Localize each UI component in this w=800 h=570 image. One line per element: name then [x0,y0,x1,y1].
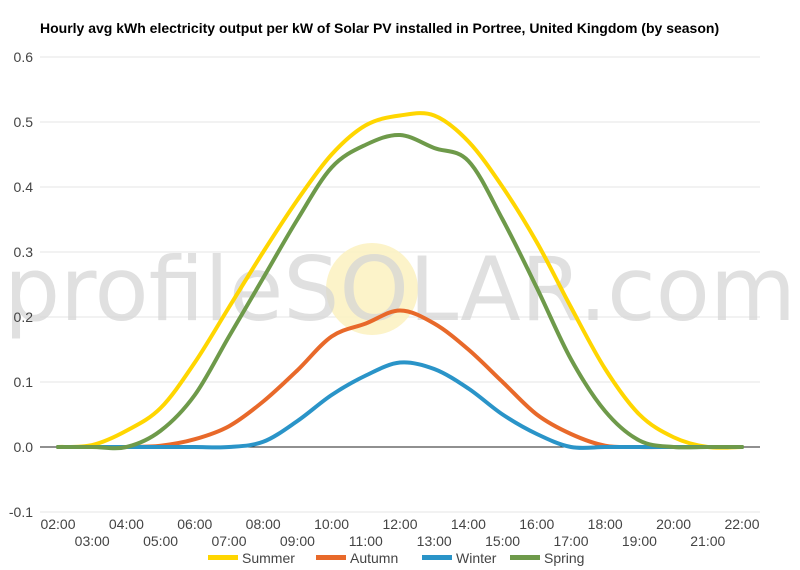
x-tick-label: 02:00 [40,516,75,532]
x-tick-label: 17:00 [553,533,588,549]
y-tick-label: 0.2 [14,309,34,325]
x-tick-label: 04:00 [109,516,144,532]
series-line-spring [56,132,744,451]
legend-label: Spring [544,550,584,566]
y-tick-label: 0.1 [14,374,34,390]
x-tick-label: 09:00 [280,533,315,549]
legend-item-autumn: Autumn [316,550,398,566]
y-tick-label: 0.4 [14,179,34,195]
x-tick-label: 20:00 [656,516,691,532]
y-tick-label: 0.5 [14,114,34,130]
y-tick-label: -0.1 [9,504,33,520]
x-tick-label: 22:00 [724,516,759,532]
x-axis-ticks: 02:0003:0004:0005:0006:0007:0008:0009:00… [40,516,759,549]
x-tick-label: 10:00 [314,516,349,532]
x-tick-label: 13:00 [417,533,452,549]
legend-item-summer: Summer [208,550,295,566]
x-tick-label: 03:00 [75,533,110,549]
series-line-winter [56,360,744,450]
legend-swatch [208,555,238,560]
legend-swatch [422,555,452,560]
y-tick-label: 0.6 [14,49,34,65]
x-tick-label: 16:00 [519,516,554,532]
x-tick-label: 11:00 [349,533,383,549]
watermark-text: profileSOLAR.com [4,238,796,341]
legend-swatch [510,555,540,560]
series-line-summer [56,111,744,450]
legend-item-spring: Spring [510,550,584,566]
y-tick-label: 0.3 [14,244,34,260]
legend: Summer Autumn Winter Spring [208,550,584,566]
watermark: profileSOLAR.com [4,238,796,341]
series-lines [56,111,744,451]
y-axis-ticks: -0.1 0.0 0.1 0.2 0.3 0.4 0.5 0.6 [9,49,33,520]
x-tick-label: 12:00 [382,516,417,532]
x-tick-label: 05:00 [143,533,178,549]
legend-swatch [316,555,346,560]
x-tick-label: 19:00 [622,533,657,549]
chart-title: Hourly avg kWh electricity output per kW… [40,20,719,36]
legend-label: Summer [242,550,295,566]
x-tick-label: 15:00 [485,533,520,549]
x-tick-label: 14:00 [451,516,486,532]
x-tick-label: 08:00 [246,516,281,532]
x-tick-label: 06:00 [177,516,212,532]
x-tick-label: 21:00 [690,533,725,549]
legend-item-winter: Winter [422,550,497,566]
legend-label: Autumn [350,550,398,566]
x-tick-label: 07:00 [211,533,246,549]
y-tick-label: 0.0 [14,439,34,455]
x-tick-label: 18:00 [588,516,623,532]
legend-label: Winter [456,550,497,566]
